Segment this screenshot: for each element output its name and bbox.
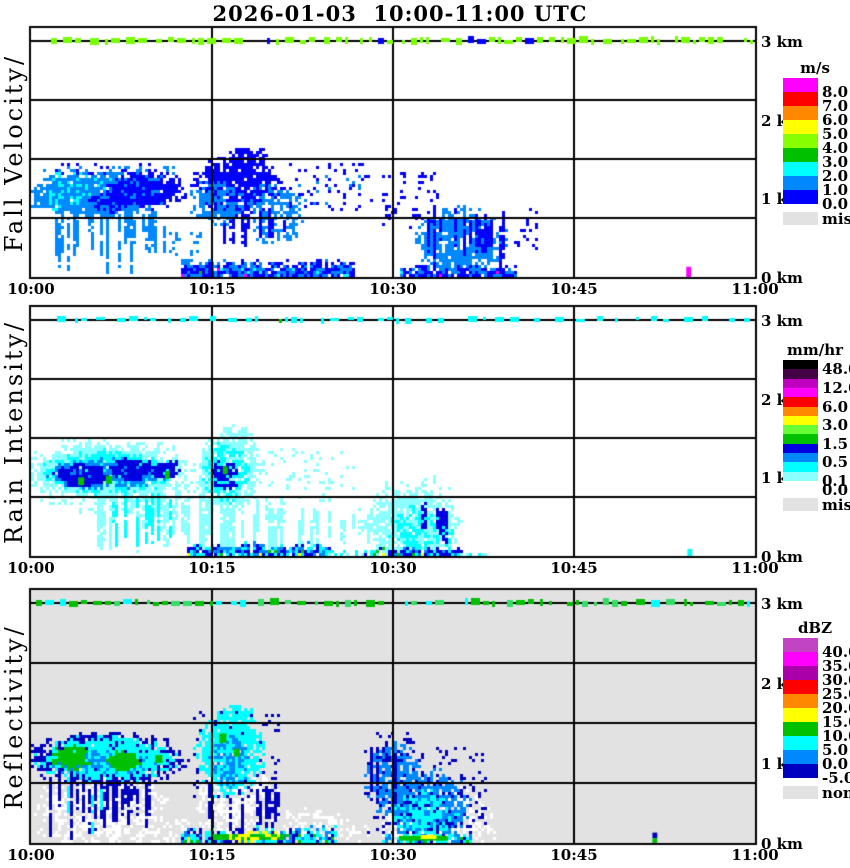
legend-color-box — [783, 415, 818, 426]
legend-value-label: 10.0 — [822, 727, 850, 745]
legend-color-box — [783, 369, 818, 379]
legend-missing-box — [783, 786, 818, 799]
y-tick-label: 0 km — [761, 835, 803, 853]
legend-missing-box — [783, 212, 818, 225]
panel-label-reflectivity: Reflectivity/ — [0, 623, 28, 810]
legend-color-box — [783, 387, 818, 398]
legend-color-box — [783, 434, 818, 445]
legend-color-box — [783, 190, 818, 205]
legend-value-label: 1.5 — [822, 434, 849, 453]
x-tick-label: 10:30 — [369, 280, 417, 298]
legend-value-label: 35.0 — [822, 657, 850, 675]
legend-value-label: 12.0 — [822, 378, 850, 397]
legend-color-box — [783, 652, 818, 667]
x-tick-label: 10:00 — [7, 846, 55, 864]
legend-value-label: 48.0 — [822, 360, 850, 379]
x-tick-label: 10:15 — [188, 846, 236, 864]
y-tick-label: 3 km — [761, 33, 803, 51]
x-tick-label: 10:30 — [369, 846, 417, 864]
y-tick-label: 3 km — [761, 595, 803, 613]
legend-value-label: 0.0 — [822, 481, 849, 500]
panel-label-rain-intensity: Rain Intensity/ — [0, 319, 28, 544]
x-tick-label: 10:30 — [369, 559, 417, 577]
x-tick-label: 11:00 — [731, 559, 779, 577]
legend-value-label: 1.0 — [822, 181, 849, 199]
legend-color-box — [783, 176, 818, 191]
legend-missing-label: none — [822, 784, 850, 802]
legend-color-box — [783, 480, 818, 491]
legend-value-label: 6.0 — [822, 111, 849, 129]
legend-color-box — [783, 425, 818, 435]
legend-value-label: 25.0 — [822, 685, 850, 703]
legend-value-label: 7.0 — [822, 97, 849, 115]
x-tick-label: 11:00 — [731, 280, 779, 298]
legend-value-label: 30.0 — [822, 671, 850, 689]
legend-color-box — [783, 638, 818, 653]
legend-color-box — [783, 148, 818, 163]
x-tick-label: 10:15 — [188, 280, 236, 298]
legend-color-box — [783, 694, 818, 709]
legend-value-label: 40.0 — [822, 643, 850, 661]
legend-color-box — [783, 680, 818, 695]
y-tick-label: 3 km — [761, 312, 803, 330]
legend-color-box — [783, 736, 818, 751]
legend-missing-box — [783, 498, 818, 512]
x-tick-label: 10:15 — [188, 559, 236, 577]
figure-title: 2026-01-03 10:00-11:00 UTC — [212, 1, 588, 26]
legend-value-label: 6.0 — [822, 397, 849, 416]
legend-color-box — [783, 764, 818, 779]
panel-label-fall-velocity: Fall Velocity/ — [0, 53, 28, 252]
legend-color-box — [783, 708, 818, 723]
legend-color-box — [783, 406, 818, 417]
legend-value-label: 3.0 — [822, 153, 849, 171]
y-tick-label: 0 km — [761, 548, 803, 566]
legend-value-label: 8.0 — [822, 83, 849, 101]
legend-color-box — [783, 134, 818, 149]
legend-color-box — [783, 78, 818, 93]
y-tick-label: 0 km — [761, 269, 803, 287]
legend-missing-label: miss — [822, 210, 850, 228]
legend-value-label: 3.0 — [822, 416, 849, 435]
legend-color-box — [783, 378, 818, 389]
legend-value-label: -5.0 — [822, 769, 850, 787]
legend-units-title: m/s — [800, 59, 830, 77]
legend-color-box — [783, 722, 818, 737]
legend-color-box — [783, 106, 818, 121]
legend-missing-label: miss — [822, 496, 850, 515]
legend-color-box — [783, 750, 818, 765]
legend-units-title: mm/hr — [786, 341, 844, 359]
x-tick-label: 10:00 — [7, 559, 55, 577]
legend-color-box — [783, 397, 818, 407]
x-tick-label: 10:45 — [550, 846, 598, 864]
legend-value-label: 0.0 — [822, 195, 849, 213]
x-tick-label: 10:45 — [550, 280, 598, 298]
legend-color-box — [783, 162, 818, 177]
legend-color-box — [783, 443, 818, 454]
legend-value-label: 0.0 — [822, 755, 849, 773]
legend-value-label: 2.0 — [822, 167, 849, 185]
legend-color-box — [783, 453, 818, 463]
legend-color-box — [783, 462, 818, 472]
legend-color-box — [783, 92, 818, 107]
legend-value-label: 20.0 — [822, 699, 850, 717]
legend-color-box — [783, 666, 818, 681]
legend-color-box — [783, 360, 818, 370]
legend-value-label: 5.0 — [822, 125, 849, 143]
legend-color-box — [783, 120, 818, 135]
legend-value-label: 15.0 — [822, 713, 850, 731]
legend-value-label: 4.0 — [822, 139, 849, 157]
x-tick-label: 10:45 — [550, 559, 598, 577]
legend-value-label: 0.5 — [822, 453, 849, 472]
legend-value-label: 0.1 — [822, 471, 849, 490]
x-tick-label: 11:00 — [731, 846, 779, 864]
legend-color-box — [783, 471, 818, 482]
x-tick-label: 10:00 — [7, 280, 55, 298]
legend-value-label: 5.0 — [822, 741, 849, 759]
legend-units-title: dBZ — [797, 619, 833, 637]
